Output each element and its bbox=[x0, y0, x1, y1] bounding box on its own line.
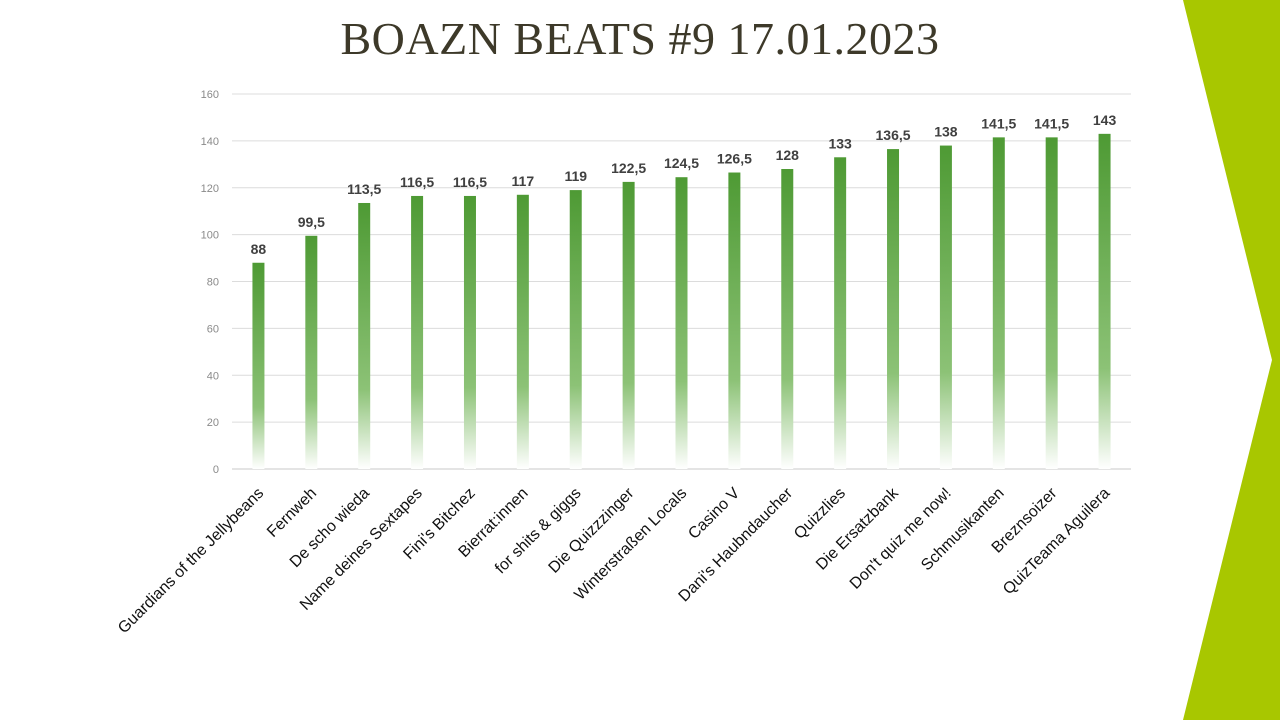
accent-chevron-shape bbox=[1183, 0, 1280, 720]
y-tick-label: 60 bbox=[207, 323, 219, 335]
bar bbox=[675, 177, 688, 469]
y-tick-label: 100 bbox=[201, 230, 219, 242]
y-tick-label: 140 bbox=[201, 136, 219, 148]
bar bbox=[516, 194, 529, 469]
y-axis-ticks: 0 20 40 60 80 100 120 140 160 bbox=[201, 89, 219, 476]
bar bbox=[411, 195, 424, 469]
data-label: 124,5 bbox=[664, 155, 699, 171]
data-label: 126,5 bbox=[717, 151, 752, 167]
data-label: 88 bbox=[251, 241, 267, 257]
bar bbox=[992, 137, 1005, 469]
data-label: 99,5 bbox=[298, 214, 325, 230]
data-label: 122,5 bbox=[611, 160, 646, 176]
bar bbox=[728, 172, 741, 469]
y-tick-label: 20 bbox=[207, 417, 219, 429]
category-label: Don't quiz me now! bbox=[847, 485, 955, 593]
data-label: 136,5 bbox=[876, 127, 911, 143]
bar bbox=[1045, 137, 1058, 469]
data-label: 117 bbox=[512, 173, 535, 189]
y-tick-label: 160 bbox=[201, 89, 219, 101]
category-label: Fernweh bbox=[264, 485, 320, 541]
data-label: 143 bbox=[1093, 112, 1117, 128]
data-label: 116,5 bbox=[453, 174, 487, 190]
data-label: 116,5 bbox=[400, 174, 434, 190]
bar bbox=[1098, 133, 1111, 469]
data-labels: 88 99,5 113,5 116,5 116,5 117 119 122,5 124,5 126… bbox=[251, 112, 1117, 257]
bar bbox=[887, 149, 900, 469]
bar bbox=[569, 190, 582, 469]
data-label: 141,5 bbox=[1034, 115, 1069, 131]
category-label: Guardians of the Jellybeans bbox=[115, 485, 267, 637]
bars bbox=[252, 133, 1111, 469]
data-label: 138 bbox=[934, 124, 958, 140]
bar bbox=[834, 157, 847, 469]
y-tick-label: 40 bbox=[207, 370, 219, 382]
bar bbox=[939, 145, 952, 469]
bar bbox=[463, 195, 476, 469]
bar bbox=[781, 169, 794, 469]
bar bbox=[305, 235, 318, 469]
y-tick-label: 0 bbox=[213, 464, 219, 476]
data-label: 141,5 bbox=[981, 115, 1016, 131]
y-tick-label: 80 bbox=[207, 277, 219, 289]
bar bbox=[252, 262, 265, 469]
data-label: 113,5 bbox=[347, 181, 381, 197]
chart-title: BOAZN BEATS #9 17.01.2023 bbox=[340, 13, 940, 64]
bar bbox=[622, 181, 635, 469]
bar bbox=[358, 202, 371, 469]
y-tick-label: 120 bbox=[201, 183, 219, 195]
category-label: QuizTeama Aguilera bbox=[1000, 485, 1113, 598]
data-label: 133 bbox=[828, 135, 852, 151]
data-label: 128 bbox=[776, 147, 800, 163]
data-label: 119 bbox=[564, 168, 587, 184]
